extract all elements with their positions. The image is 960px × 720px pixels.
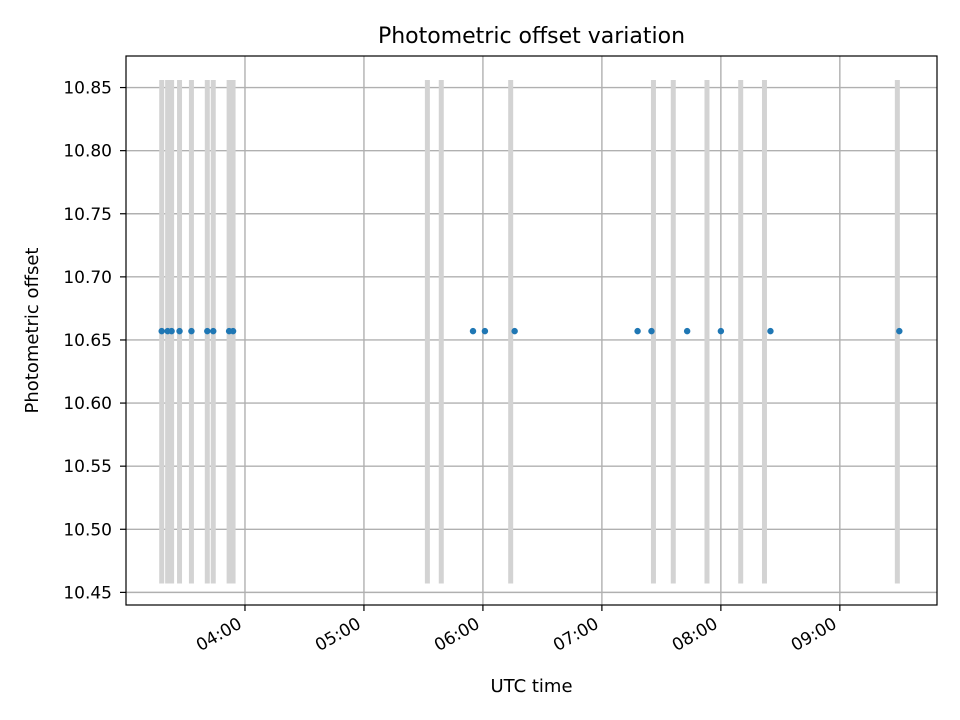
data-point: [683, 327, 691, 335]
data-point: [158, 327, 165, 335]
chart-title: Photometric offset variation: [378, 24, 685, 49]
data-point: [511, 327, 518, 335]
y-tick-label: 10.70: [63, 268, 112, 288]
data-point: [168, 327, 175, 335]
y-tick-label: 10.85: [63, 79, 112, 99]
data-point: [204, 327, 211, 335]
y-ticks: 10.45 10.50 10.55 10.60 10.65 10.70 10.75 10.80…: [63, 79, 126, 603]
data-point: [896, 327, 903, 335]
y-tick-label: 10.50: [63, 520, 112, 540]
data-point: [210, 327, 217, 335]
y-tick-label: 10.60: [63, 394, 112, 414]
point-layer: [158, 327, 903, 335]
data-point: [648, 327, 655, 335]
data-point: [176, 327, 183, 335]
data-point: [634, 327, 641, 335]
data-point: [481, 327, 489, 335]
data-point: [469, 327, 477, 335]
y-axis-label: Photometric offset: [22, 248, 43, 414]
y-tick-label: 10.75: [63, 205, 112, 225]
data-point: [767, 327, 774, 335]
data-point: [229, 327, 237, 335]
x-axis-label: UTC time: [490, 676, 572, 697]
plot-frame: [125, 55, 938, 606]
data-point: [188, 327, 195, 335]
y-tick-label: 10.80: [63, 142, 112, 162]
y-tick-label: 10.55: [63, 457, 112, 477]
data-point: [717, 327, 725, 335]
y-tick-label: 10.45: [63, 583, 112, 603]
y-tick-label: 10.65: [63, 331, 112, 351]
